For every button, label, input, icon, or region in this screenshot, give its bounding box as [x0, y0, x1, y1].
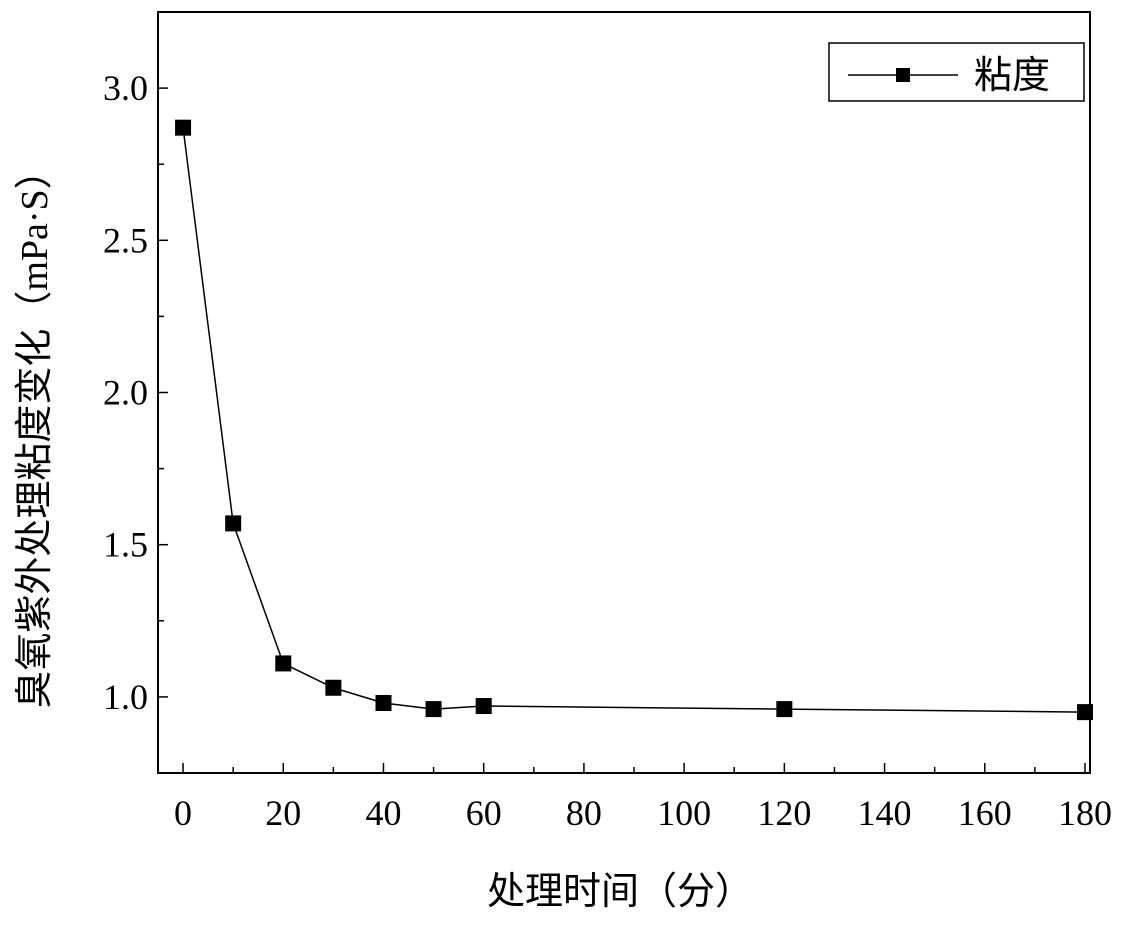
data-point-marker	[776, 701, 793, 718]
legend-label: 粘度	[974, 55, 1050, 97]
x-axis-ticks: 0 20 40 60 80 100 120 140 160 180	[174, 763, 1112, 833]
data-point-marker	[475, 698, 492, 715]
data-point-marker	[175, 119, 192, 136]
legend-marker-square	[896, 68, 910, 82]
y-tick-label: 1.0	[103, 677, 148, 717]
x-tick-label: 160	[958, 793, 1012, 833]
series-line	[182, 127, 1085, 713]
x-tick-label: 140	[858, 793, 912, 833]
x-tick-label: 40	[365, 793, 401, 833]
x-tick-label: 120	[757, 793, 811, 833]
data-point-marker	[325, 679, 342, 696]
x-tick-label: 100	[657, 793, 711, 833]
x-tick-label: 20	[265, 793, 301, 833]
y-tick-label: 2.5	[103, 220, 148, 260]
data-point-marker	[225, 515, 242, 532]
y-tick-label: 1.5	[103, 525, 148, 565]
data-point-marker	[425, 701, 442, 718]
y-axis-title: 臭氧紫外处理粘度变化（mPa·S）	[14, 151, 56, 708]
x-tick-label: 0	[174, 793, 192, 833]
x-axis-title: 处理时间（分）	[487, 871, 753, 913]
data-point-marker	[275, 655, 292, 672]
legend-box	[828, 42, 1085, 102]
legend: 粘度	[828, 42, 1085, 102]
y-tick-label: 2.0	[103, 373, 148, 413]
data-point-marker	[375, 694, 392, 711]
y-tick-label: 3.0	[103, 68, 148, 108]
x-tick-label: 180	[1058, 793, 1112, 833]
data-point-marker	[1076, 704, 1093, 721]
y-axis-ticks: 1.0 1.5 2.0 2.5 3.0	[103, 11, 168, 774]
x-tick-label: 80	[566, 793, 602, 833]
x-tick-label: 60	[466, 793, 502, 833]
plot-frame	[157, 11, 1091, 774]
series-layer	[175, 119, 1093, 721]
